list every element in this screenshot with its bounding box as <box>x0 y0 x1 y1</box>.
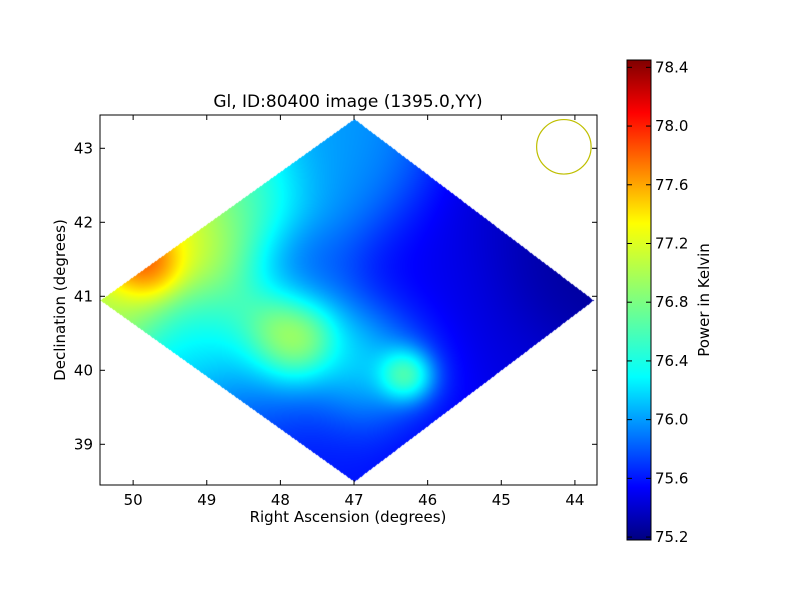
beam-marker <box>536 118 592 175</box>
colorbar-ticks: 75.2 75.6 76.0 76.4 76.8 77.2 77.6 78.0 78.4 <box>627 58 688 546</box>
colorbar: 75.2 75.6 76.0 76.4 76.8 77.2 77.6 78.0 78.4 Pow… <box>626 58 713 546</box>
y-axis-label: Declination (degrees) <box>51 219 69 381</box>
colorbar-tick-label: 77.6 <box>655 176 688 194</box>
colorbar-tick-label: 77.2 <box>655 234 688 252</box>
x-tick-label: 49 <box>197 491 216 509</box>
x-tick-label: 45 <box>492 491 511 509</box>
y-tick-label: 40 <box>74 361 93 379</box>
x-tick-label: 48 <box>271 491 290 509</box>
x-axis: 50 49 48 47 46 45 44 <box>124 115 584 509</box>
x-axis-label: Right Ascension (degrees) <box>250 508 447 526</box>
plot-area: 50 49 48 47 46 45 44 39 40 41 42 43 <box>74 114 598 509</box>
colorbar-tick-label: 76.4 <box>655 352 688 370</box>
x-tick-label: 46 <box>418 491 437 509</box>
colorbar-tick-label: 76.8 <box>655 293 688 311</box>
colorbar-tick-label: 78.4 <box>655 58 688 76</box>
colorbar-gradient <box>626 59 652 541</box>
colorbar-tick-label: 78.0 <box>655 117 688 135</box>
x-tick-label: 50 <box>124 491 143 509</box>
y-tick-label: 39 <box>74 435 93 453</box>
axes-frame <box>99 114 598 486</box>
colorbar-tick-label: 75.6 <box>655 469 688 487</box>
x-tick-label: 44 <box>565 491 584 509</box>
x-tick-label: 47 <box>344 491 363 509</box>
colorbar-label: Power in Kelvin <box>695 243 713 357</box>
heatmap-image <box>100 115 597 485</box>
y-tick-label: 41 <box>74 287 93 305</box>
chart-title: Gl, ID:80400 image (1395.0,YY) <box>213 92 482 112</box>
y-axis: 39 40 41 42 43 <box>74 139 597 453</box>
colorbar-tick-label: 75.2 <box>655 528 688 546</box>
y-tick-label: 42 <box>74 213 93 231</box>
y-tick-label: 43 <box>74 139 93 157</box>
colorbar-tick-label: 76.0 <box>655 411 688 429</box>
